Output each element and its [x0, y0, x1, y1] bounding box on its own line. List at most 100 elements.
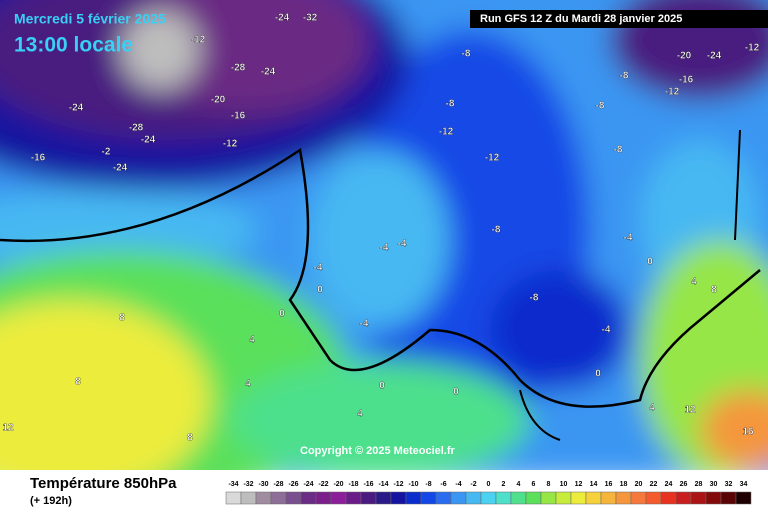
legend-swatch	[435, 491, 452, 505]
copyright: Copyright © 2025 Meteociel.fr	[300, 445, 456, 457]
contour-label: -24	[707, 51, 722, 62]
legend-label: 8	[547, 481, 551, 488]
contour-label: 8	[119, 313, 125, 324]
legend-swatch	[645, 491, 662, 505]
legend-swatch	[225, 491, 242, 505]
legend-swatch	[465, 491, 482, 505]
contour-label: -12	[665, 87, 680, 98]
legend-swatch	[525, 491, 542, 505]
legend-swatch	[720, 491, 737, 505]
contour-label: -4	[398, 239, 407, 250]
contour-label: 0	[379, 381, 385, 392]
contour-label: -8	[620, 71, 629, 82]
legend-swatch	[480, 491, 497, 505]
legend-label: 32	[725, 481, 733, 488]
legend-swatch	[390, 491, 407, 505]
legend-label: -6	[440, 481, 446, 488]
legend-swatch	[555, 491, 572, 505]
legend-label: 20	[635, 481, 643, 488]
contour-label: 4	[249, 335, 255, 346]
contour-label: 4	[245, 379, 251, 390]
legend-swatch	[450, 491, 467, 505]
contour-label: 4	[691, 277, 697, 288]
contour-label: -8	[462, 49, 471, 60]
legend-label: 28	[695, 481, 703, 488]
legend-label: -28	[273, 481, 283, 488]
legend-label: 30	[710, 481, 718, 488]
contour-label: -4	[360, 319, 369, 330]
legend-label: 0	[487, 481, 491, 488]
contour-label: -4	[314, 263, 323, 274]
zero-isotherm	[0, 147, 761, 408]
contour-label: -16	[31, 153, 46, 164]
run-label: Run GFS 12 Z du Mardi 28 janvier 2025	[480, 13, 682, 25]
legend-label: -22	[318, 481, 328, 488]
contour-label: -8	[492, 225, 501, 236]
legend-label: -34	[228, 481, 238, 488]
legend-label: 34	[740, 481, 748, 488]
legend-swatch	[735, 491, 752, 505]
contour-label: -8	[596, 101, 605, 112]
lead-time: (+ 192h)	[30, 495, 72, 507]
contour-label: -24	[69, 103, 84, 114]
legend-swatch	[600, 491, 617, 505]
contour-label: -12	[439, 127, 454, 138]
legend-label: 24	[665, 481, 673, 488]
legend-swatch	[585, 491, 602, 505]
date-label: Mercredi 5 février 2025	[14, 11, 166, 27]
legend-label: -24	[303, 481, 313, 488]
legend-label: -8	[425, 481, 431, 488]
contour-label: -8	[530, 293, 539, 304]
contour-label: -12	[485, 153, 500, 164]
contour-label: -20	[677, 51, 692, 62]
contour-label: 0	[317, 285, 323, 296]
contour-label: 12	[2, 423, 14, 434]
legend-swatch	[270, 491, 287, 505]
contour-label: -28	[129, 123, 144, 134]
contour-label: 8	[711, 285, 717, 296]
contour-label: -4	[380, 243, 389, 254]
legend-label: 18	[620, 481, 628, 488]
legend-label: 14	[590, 481, 598, 488]
legend-label: -4	[455, 481, 461, 488]
contour-label: 0	[279, 309, 285, 320]
legend-swatch	[360, 491, 377, 505]
contour-label: 4	[649, 403, 655, 414]
legend-label: 16	[605, 481, 613, 488]
legend-label: -26	[288, 481, 298, 488]
legend-label: -16	[363, 481, 373, 488]
legend-label: 22	[650, 481, 658, 488]
contour-label: -12	[745, 43, 760, 54]
legend-swatch	[240, 491, 257, 505]
contour-label: 0	[647, 257, 653, 268]
legend-swatch	[705, 491, 722, 505]
contour	[519, 129, 741, 441]
legend-label: -2	[470, 481, 476, 488]
legend-swatch	[420, 491, 437, 505]
legend-swatch	[690, 491, 707, 505]
legend-label: -14	[378, 481, 388, 488]
contour-label: -28	[231, 63, 246, 74]
contour-label: 8	[187, 433, 193, 444]
legend-swatch	[675, 491, 692, 505]
field-title: Température 850hPa	[30, 475, 177, 492]
legend-swatch	[315, 491, 332, 505]
legend-swatch	[330, 491, 347, 505]
legend-swatch	[375, 491, 392, 505]
contour-label: -32	[303, 13, 318, 24]
contour-label: 0	[595, 369, 601, 380]
legend-swatch	[570, 491, 587, 505]
legend-swatch	[540, 491, 557, 505]
contour-label: -16	[231, 111, 246, 122]
legend-swatch	[510, 491, 527, 505]
legend-label: 2	[502, 481, 506, 488]
legend-swatch	[345, 491, 362, 505]
contour-label: -24	[113, 163, 128, 174]
legend-swatch	[615, 491, 632, 505]
legend-label: 12	[575, 481, 583, 488]
legend-swatch	[285, 491, 302, 505]
contour-label: -8	[614, 145, 623, 156]
legend-label: 4	[517, 481, 521, 488]
contour-label: -12	[223, 139, 238, 150]
contour-label: 8	[75, 377, 81, 388]
